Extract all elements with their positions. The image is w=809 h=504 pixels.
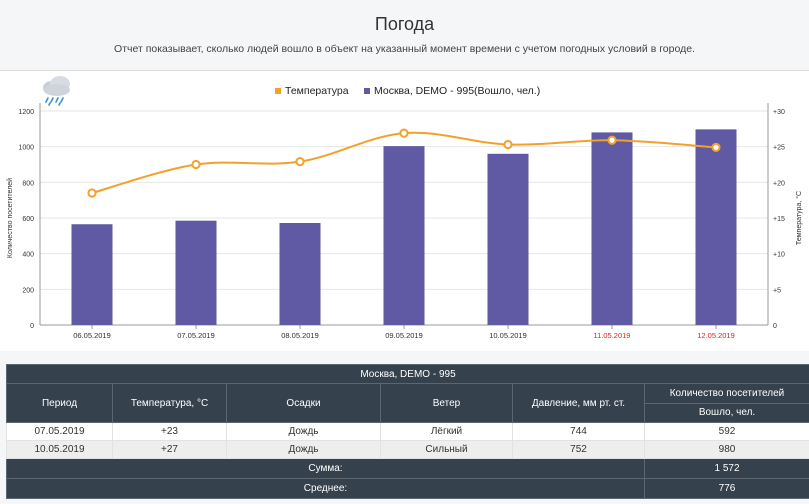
report-header: Погода Отчет показывает, сколько людей в…: [0, 0, 809, 71]
x-tick-label: 11.05.2019: [594, 331, 631, 340]
cell-temperature: +27: [112, 440, 227, 459]
temperature-point: [607, 135, 617, 145]
y2-tick-label: 0: [773, 323, 777, 330]
y2-tick-label: +20: [773, 180, 785, 187]
average-label: Среднее:: [6, 478, 645, 499]
sum-value: 1 572: [644, 458, 809, 479]
table-row: 10.05.2019 +27 Дождь Сильный 752 980: [6, 440, 809, 459]
cell-pressure: 752: [512, 440, 645, 459]
x-tick-label: 08.05.2019: [281, 331, 319, 340]
legend-label-temperature: Температура: [285, 85, 349, 97]
page-title: Погода: [374, 14, 435, 34]
rain-cloud-icon: [40, 73, 74, 112]
cell-temperature: +23: [112, 422, 227, 441]
bar: [695, 129, 737, 325]
y-tick-label: 1200: [18, 109, 34, 116]
y-tick-label: 0: [30, 323, 34, 330]
temperature-point: [711, 142, 721, 152]
y-tick-label: 200: [22, 287, 34, 294]
y-tick-label: 600: [22, 216, 34, 223]
cell-wind: Сильный: [380, 440, 513, 459]
weather-table-container: Москва, DEMO - 995 Период Температура, °…: [6, 364, 809, 499]
y-tick-label: 1000: [18, 145, 34, 152]
col-header-entered: Вошло, чел.: [644, 402, 809, 423]
x-tick-label: 07.05.2019: [177, 331, 215, 340]
col-header-period: Период: [6, 383, 113, 423]
bar: [487, 153, 529, 325]
bar: [279, 222, 321, 325]
cell-wind: Лёгкий: [380, 422, 513, 441]
temperature-point: [87, 188, 97, 198]
sum-row: Сумма: 1 572: [6, 458, 809, 479]
page-subtitle: Отчет показывает, сколько людей вошло в …: [114, 43, 695, 55]
weather-table: Москва, DEMO - 995 Период Температура, °…: [6, 364, 809, 499]
y-tick-label: 400: [22, 252, 34, 259]
y2-tick-label: +30: [773, 109, 785, 116]
cell-entered: 592: [644, 422, 809, 441]
cell-period: 07.05.2019: [6, 422, 113, 441]
y2-axis-title: Температура, °C: [795, 191, 803, 245]
table-row: 07.05.2019 +23 Дождь Лёгкий 744 592: [6, 422, 809, 441]
bar: [383, 146, 425, 325]
weather-chart: 0 0 200 +5 400 +10 600 +15 800 +20 1000 +25 1200 +30 К…: [6, 85, 803, 340]
x-tick-label: 06.05.2019: [73, 331, 111, 340]
legend-swatch-visitors: [364, 88, 370, 94]
cell-pressure: 744: [512, 422, 645, 441]
cell-precipitation: Дождь: [226, 440, 381, 459]
x-tick-label: 10.05.2019: [489, 331, 527, 340]
x-tick-label: 12.05.2019: [697, 331, 735, 340]
sum-label: Сумма:: [6, 458, 645, 479]
bar: [591, 132, 633, 325]
col-header-visitors: Количество посетителей: [644, 383, 809, 404]
legend-swatch-temperature: [275, 88, 281, 94]
temperature-point: [503, 139, 513, 150]
temperature-point: [191, 159, 201, 170]
table-title: Москва, DEMO - 995: [6, 364, 809, 384]
average-row: Среднее: 776: [6, 478, 809, 499]
cell-period: 10.05.2019: [6, 440, 113, 459]
bar: [71, 224, 113, 325]
cell-entered: 980: [644, 440, 809, 459]
y2-tick-label: +25: [773, 145, 785, 152]
col-header-temperature: Температура, °С: [112, 383, 227, 423]
temperature-point: [295, 157, 305, 167]
x-tick-label: 09.05.2019: [385, 331, 423, 340]
y-tick-label: 800: [22, 180, 34, 187]
bar: [175, 220, 217, 325]
y-axis-title: Количество посетителей: [6, 178, 14, 258]
chart-area: 0 0 200 +5 400 +10 600 +15 800 +20 1000 +25 1200 +30 К…: [0, 71, 809, 351]
cell-precipitation: Дождь: [226, 422, 381, 441]
col-header-wind: Ветер: [380, 383, 513, 423]
y2-tick-label: +10: [773, 252, 785, 259]
y2-tick-label: +15: [773, 216, 785, 223]
temperature-point: [399, 128, 409, 138]
col-header-pressure: Давление, мм рт. ст.: [512, 383, 645, 423]
legend-label-visitors: Москва, DEMO - 995(Вошло, чел.): [374, 85, 540, 97]
y2-tick-label: +5: [773, 287, 781, 294]
col-header-precipitation: Осадки: [226, 383, 381, 423]
average-value: 776: [644, 478, 809, 499]
